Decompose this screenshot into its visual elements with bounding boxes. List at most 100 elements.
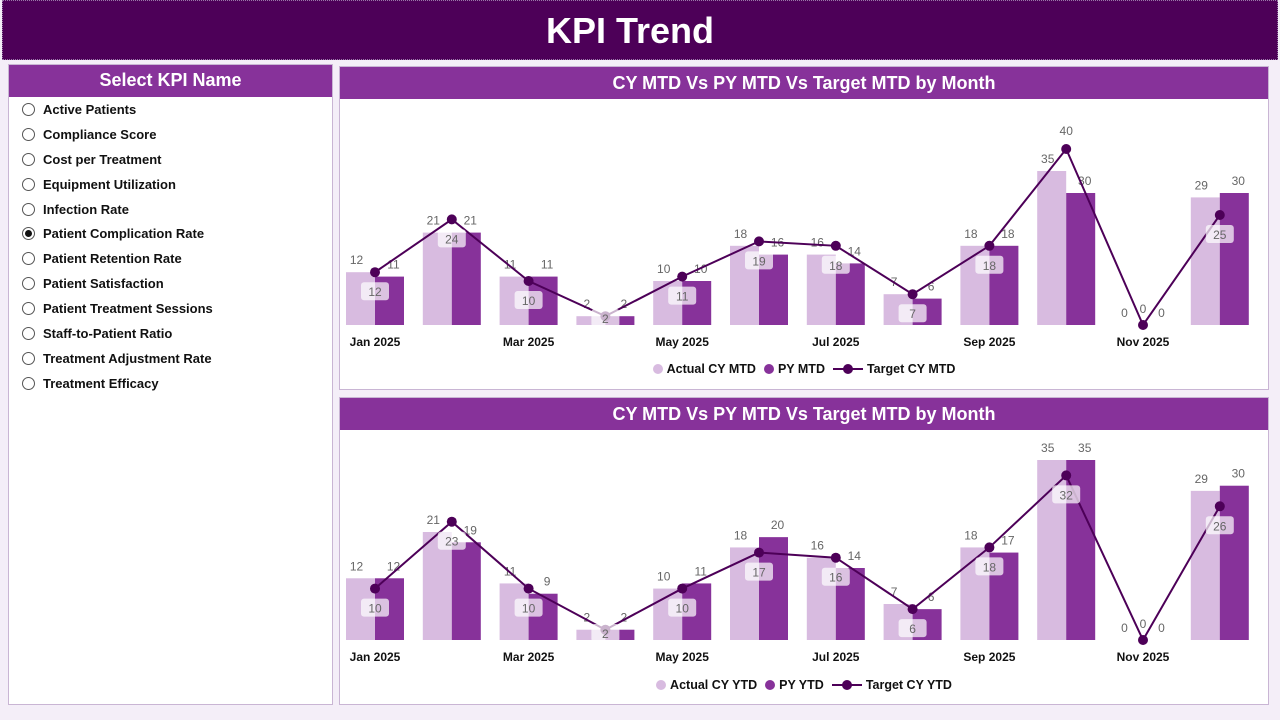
data-label-target: 19 xyxy=(752,254,766,268)
kpi-option-label: Patient Treatment Sessions xyxy=(43,301,213,317)
data-label-target: 25 xyxy=(1213,228,1227,242)
legend-label: PY MTD xyxy=(777,362,825,376)
legend-target[interactable]: Target CY MTD xyxy=(832,362,956,376)
legend-label: Target CY MTD xyxy=(866,362,956,376)
radio-icon[interactable] xyxy=(22,376,35,390)
radio-icon[interactable] xyxy=(22,252,35,266)
data-label-actual: 16 xyxy=(811,236,825,250)
legend-target[interactable]: Target CY YTD xyxy=(831,678,952,692)
kpi-option[interactable]: Compliance Score xyxy=(9,122,332,147)
target-line xyxy=(374,147,1221,328)
data-label-actual: 10 xyxy=(657,570,671,584)
kpi-option[interactable]: Cost per Treatment xyxy=(9,147,332,172)
data-label-target: 23 xyxy=(445,535,459,549)
bar-py xyxy=(451,232,481,325)
kpi-option[interactable]: Active Patients xyxy=(9,97,332,122)
target-label-box xyxy=(514,291,543,309)
data-label-py: 6 xyxy=(928,280,935,294)
target-label-box xyxy=(437,229,466,248)
data-label-py: 14 xyxy=(848,549,862,563)
radio-icon[interactable] xyxy=(22,302,35,316)
target-label-box xyxy=(361,598,389,617)
legend-dot-icon xyxy=(656,680,667,690)
radio-icon[interactable] xyxy=(22,351,35,365)
target-point xyxy=(1214,210,1225,220)
legend-actual[interactable]: Actual CY YTD xyxy=(656,678,757,692)
kpi-option[interactable]: Patient Satisfaction xyxy=(9,271,332,296)
data-label-py: 0 xyxy=(1158,621,1165,635)
kpi-option[interactable]: Patient Retention Rate xyxy=(9,246,332,271)
data-label-target: 16 xyxy=(829,571,843,585)
bar-actual xyxy=(422,232,452,325)
target-label-box xyxy=(591,624,620,642)
target-point xyxy=(830,240,841,251)
radio-icon[interactable] xyxy=(22,202,35,216)
data-label-target: 18 xyxy=(829,259,843,273)
legend-dot-icon xyxy=(763,364,774,374)
target-point xyxy=(523,276,534,286)
x-tick-label: May 2025 xyxy=(656,650,710,664)
data-label-py: 30 xyxy=(1232,174,1246,188)
legend-py[interactable]: PY MTD xyxy=(763,362,825,376)
data-label-target: 24 xyxy=(445,232,459,246)
kpi-option[interactable]: Staff-to-Patient Ratio xyxy=(9,321,332,346)
x-tick-label: Jul 2025 xyxy=(812,650,860,664)
radio-icon[interactable] xyxy=(22,177,35,191)
data-label-target: 40 xyxy=(1060,124,1074,138)
data-label-actual: 12 xyxy=(350,253,364,267)
radio-icon[interactable] xyxy=(22,227,35,241)
data-label-py: 14 xyxy=(848,244,862,258)
chart-legend: Actual CY MTD PY MTD Target CY MTD xyxy=(340,362,1268,376)
target-point xyxy=(370,583,380,594)
x-tick-label: Jan 2025 xyxy=(350,335,401,349)
target-point xyxy=(984,542,995,553)
radio-icon[interactable] xyxy=(22,102,35,116)
target-point xyxy=(907,604,918,615)
data-label-py: 9 xyxy=(544,575,551,589)
data-label-actual: 0 xyxy=(1121,306,1128,320)
kpi-option[interactable]: Patient Complication Rate xyxy=(9,221,332,246)
data-label-py: 30 xyxy=(1232,467,1246,481)
target-label-box xyxy=(898,619,927,638)
bar-actual xyxy=(576,316,606,325)
bar-actual xyxy=(1037,171,1067,325)
kpi-option[interactable]: Equipment Utilization xyxy=(9,172,332,197)
radio-icon[interactable] xyxy=(22,277,35,291)
legend-py[interactable]: PY YTD xyxy=(765,678,824,692)
target-point xyxy=(1214,501,1225,512)
radio-icon[interactable] xyxy=(22,152,35,166)
data-label-actual: 18 xyxy=(964,227,978,241)
bar-py xyxy=(1066,193,1096,325)
kpi-option[interactable]: Infection Rate xyxy=(9,197,332,222)
kpi-option[interactable]: Treatment Adjustment Rate xyxy=(9,346,332,371)
radio-icon[interactable] xyxy=(22,326,35,340)
kpi-option-label: Cost per Treatment xyxy=(43,151,162,167)
bar-actual xyxy=(1190,197,1220,325)
legend-label: Actual CY MTD xyxy=(666,362,756,376)
kpi-option[interactable]: Patient Treatment Sessions xyxy=(9,296,332,321)
bar-py xyxy=(451,542,481,640)
data-label-target: 10 xyxy=(676,602,690,616)
data-label-actual: 18 xyxy=(734,227,748,241)
data-label-target: 2 xyxy=(602,627,609,641)
target-label-box xyxy=(668,598,697,617)
target-label-box xyxy=(1205,516,1234,535)
target-point xyxy=(907,289,918,300)
data-label-actual: 21 xyxy=(427,214,441,228)
kpi-option[interactable]: Treatment Efficacy xyxy=(9,371,332,396)
legend-label: PY YTD xyxy=(779,678,824,692)
legend-line-icon xyxy=(831,680,862,690)
radio-icon[interactable] xyxy=(22,127,35,141)
target-point xyxy=(677,271,688,282)
data-label-target: 7 xyxy=(909,307,916,321)
data-label-target: 10 xyxy=(522,294,536,308)
data-label-actual: 18 xyxy=(734,528,748,542)
target-point xyxy=(677,583,688,594)
target-point xyxy=(446,516,457,527)
target-line xyxy=(374,473,1221,643)
x-tick-label: Sep 2025 xyxy=(963,650,1015,664)
target-point xyxy=(1061,144,1072,154)
target-point xyxy=(1138,635,1148,645)
legend-actual[interactable]: Actual CY MTD xyxy=(652,362,756,376)
